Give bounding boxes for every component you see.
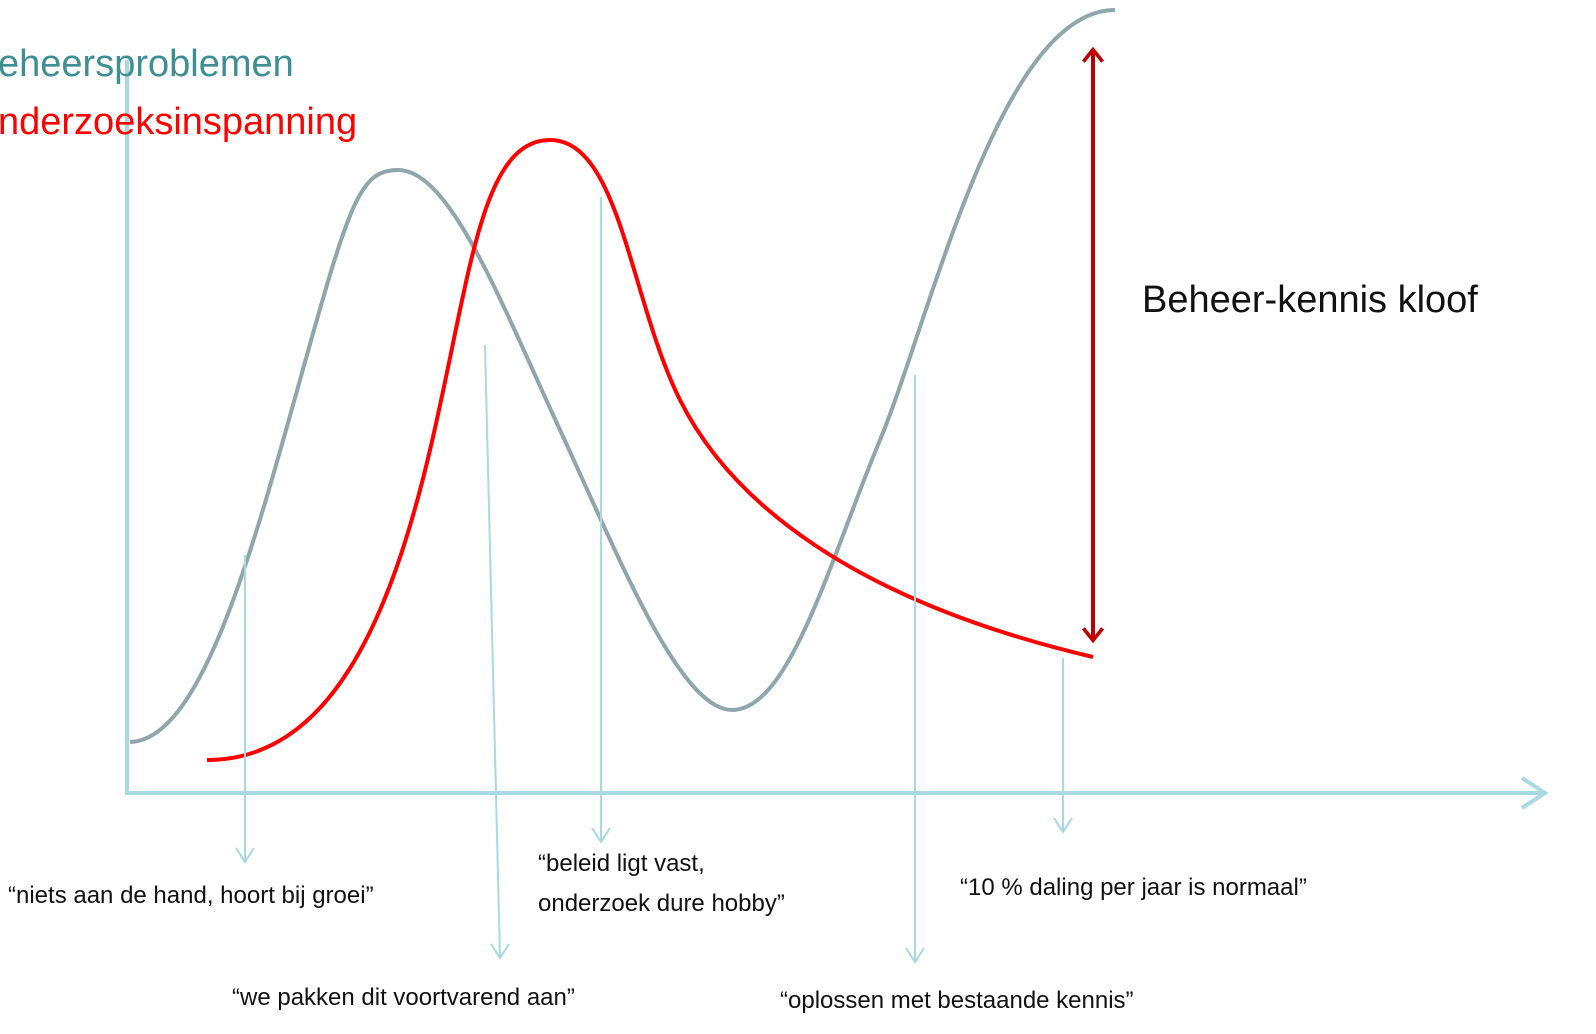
quote: “10 % daling per jaar is normaal” — [960, 874, 1307, 901]
callout-head — [591, 827, 611, 844]
callout-head — [490, 943, 510, 960]
quote: “oplossen met bestaande kennis” — [780, 987, 1134, 1014]
callout-head — [235, 847, 255, 864]
gap-label: Beheer-kennis kloof — [1142, 279, 1478, 321]
management-problems-curve — [129, 8, 1116, 744]
callout-head — [905, 947, 925, 964]
quote: “beleid ligt vast, — [538, 850, 705, 877]
quote: “niets aan de hand, hoort bij groei” — [8, 882, 374, 909]
x-axis-arrowhead — [1520, 776, 1549, 810]
callout-line — [484, 344, 501, 959]
callout-arrows — [235, 197, 1073, 964]
quote: “we pakken dit voortvarend aan” — [232, 984, 575, 1011]
axes — [125, 60, 1549, 810]
callout-head — [1053, 817, 1073, 834]
legend-item: eheersproblemen — [0, 43, 294, 85]
quote: onderzoek dure hobby” — [538, 890, 785, 917]
legend-item: nderzoeksinspanning — [0, 101, 357, 143]
research-effort-curve — [206, 137, 1094, 762]
